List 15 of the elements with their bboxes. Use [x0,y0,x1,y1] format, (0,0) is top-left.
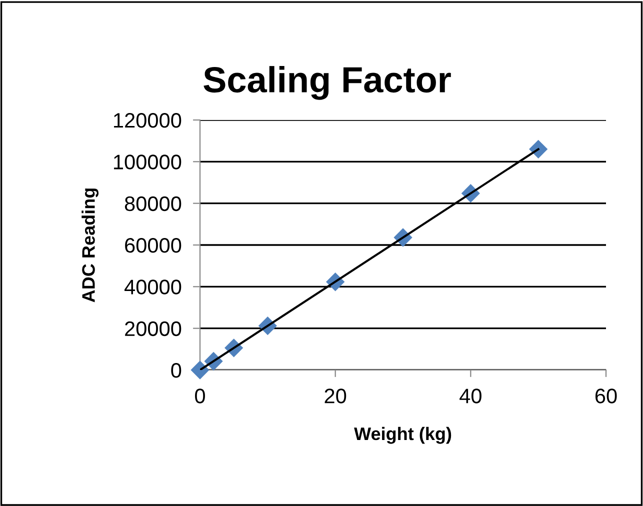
x-axis-title: Weight (kg) [354,426,452,444]
y-tick-label: 20000 [125,321,182,336]
y-tick-label: 0 [171,363,182,378]
x-tick-label: 0 [195,388,205,404]
y-tick-label: 40000 [124,280,182,294]
chart-title: Scaling Factor [204,66,451,100]
y-tick-label: 60000 [125,238,182,253]
x-tick-label: 40 [460,388,482,404]
y-tick-label: 80000 [124,196,182,212]
x-tick-label: 20 [324,388,346,404]
y-tick-label: 120000 [114,113,182,128]
y-tick-label: 100000 [114,154,182,170]
point [190,360,210,380]
x-tick-label: 60 [595,388,617,404]
y-axis-title: ADC Reading [82,188,99,302]
